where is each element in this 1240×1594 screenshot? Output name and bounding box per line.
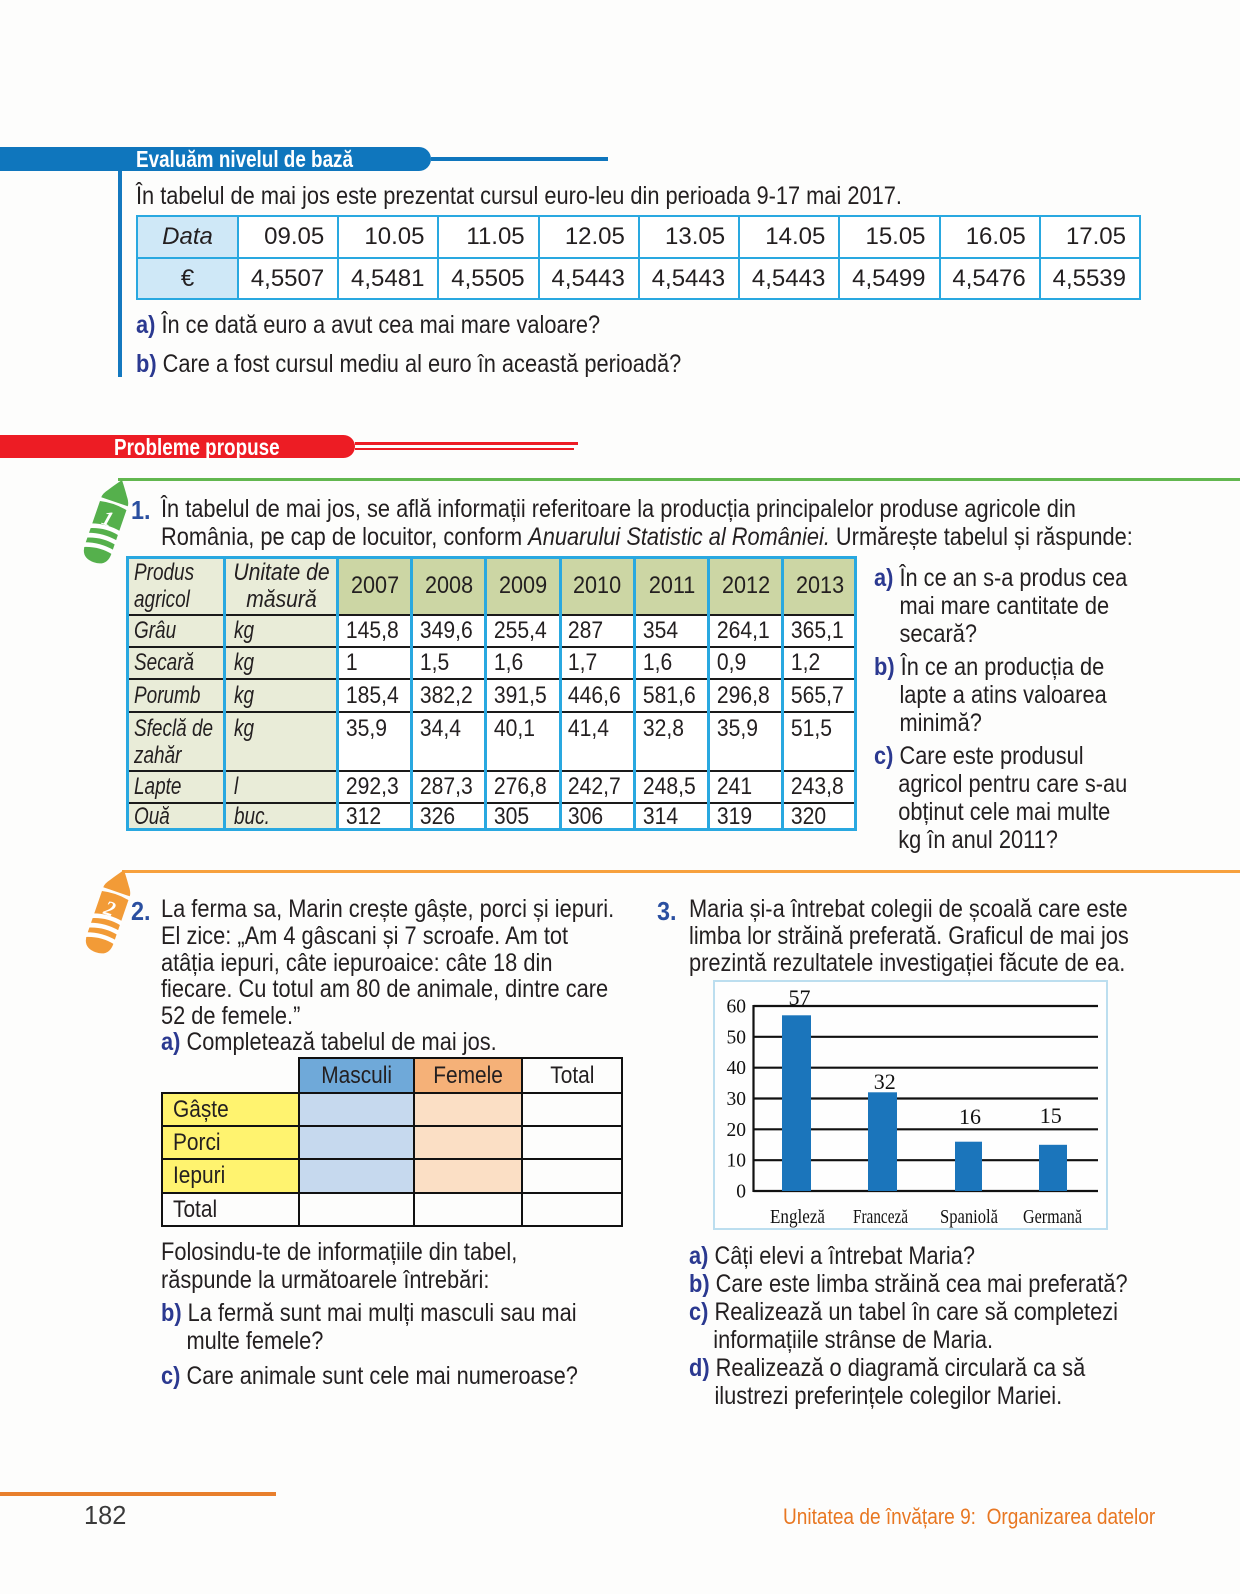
svg-text:10: 10 (727, 1151, 747, 1172)
svg-text:32: 32 (874, 1069, 896, 1094)
svg-text:Spaniolă: Spaniolă (940, 1207, 998, 1228)
svg-text:0: 0 (736, 1182, 746, 1203)
svg-text:57: 57 (789, 985, 811, 1010)
svg-text:16: 16 (959, 1104, 981, 1129)
svg-text:Germană: Germană (1023, 1207, 1082, 1228)
svg-text:20: 20 (727, 1120, 747, 1141)
svg-text:15: 15 (1040, 1103, 1062, 1128)
svg-text:40: 40 (727, 1058, 747, 1079)
svg-text:Engleză: Engleză (770, 1207, 825, 1228)
svg-text:60: 60 (727, 997, 747, 1018)
svg-text:50: 50 (727, 1027, 747, 1048)
svg-text:Franceză: Franceză (853, 1207, 908, 1228)
svg-text:30: 30 (727, 1089, 747, 1110)
